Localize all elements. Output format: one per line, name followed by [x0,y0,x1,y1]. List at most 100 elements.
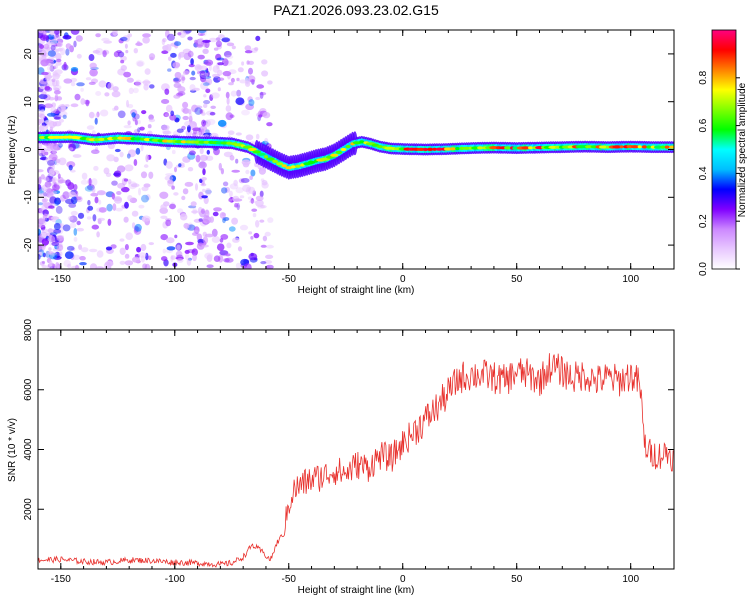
speckle [114,105,119,111]
speckle [206,264,214,269]
snr-plot-area [38,330,674,569]
ridge-core [39,135,46,140]
speckle [211,236,221,243]
speckle [261,182,269,189]
speckle [38,245,43,253]
speckle [84,185,94,192]
figure-title: PAZ1.2026.093.23.02.G15 [273,2,439,18]
speckle [171,149,176,155]
speckle [148,53,156,61]
speckle [41,228,49,233]
speckle [176,258,184,263]
speckle [166,246,176,251]
speckle [74,190,79,197]
speckle [38,184,42,190]
speckle [51,38,58,46]
speckle [98,207,107,213]
speckle [47,228,54,233]
speckle [162,128,170,136]
speckle [96,190,106,196]
speckle [99,109,109,117]
speckle [193,105,203,109]
speckle [54,263,60,269]
speckle [59,194,66,202]
speckle [173,77,181,83]
speckle [176,92,184,97]
speckle [267,217,274,223]
speckle [63,78,73,84]
ridge-core [295,164,301,168]
ridge-core [660,145,666,149]
ridge-core [359,140,365,144]
speckle [164,113,170,117]
speckle [174,71,182,79]
speckle [94,196,99,204]
speckle [164,175,174,181]
speckle [39,49,47,57]
speckle [63,61,67,70]
speckle [54,197,62,205]
speckle [87,205,94,211]
speckle [58,251,63,257]
speckle [51,78,56,83]
speckle [231,45,236,50]
speckle [50,150,57,155]
speckle [189,76,196,81]
speckle [165,44,172,52]
speckle [181,195,186,201]
spectrogram-ylabel: Frequency (Hz) [7,116,18,185]
speckle [128,181,138,190]
speckle [191,210,199,214]
speckle [72,254,81,260]
speckle [52,84,62,90]
speckle [148,171,154,179]
colorbar-tick-label: 0.6 [698,118,709,132]
speckle [208,37,218,43]
speckle [226,42,235,47]
speckle [184,120,193,127]
speckle [180,213,188,221]
speckle [240,178,250,183]
speckle [161,99,170,104]
y-tick-label: 0 [23,146,34,152]
y-tick-label: 6000 [23,378,34,401]
speckle [259,92,267,96]
speckle [215,37,221,41]
speckle [119,238,125,242]
y-tick-label: -20 [23,237,34,252]
speckle [246,60,250,65]
speckle [260,261,267,265]
speckle [199,70,206,74]
speckle [41,198,49,203]
speckle [43,77,47,82]
speckle [265,244,274,249]
speckle [244,45,252,51]
y-tick-label: 2000 [23,498,34,521]
speckle [126,153,131,159]
speckle [52,228,56,234]
speckle [199,220,208,227]
speckle [182,115,189,121]
speckle [65,198,74,204]
speckle [137,119,141,125]
speckle [38,202,43,206]
speckle [144,263,151,269]
ridge-core [111,136,120,140]
speckle [213,255,221,262]
speckle [235,262,241,269]
speckle [38,58,42,65]
speckle [58,110,68,118]
ridge-core [432,147,437,151]
speckle [188,112,193,121]
speckle [44,85,51,91]
speckle [80,87,84,92]
speckle [44,181,52,188]
speckle [217,87,221,92]
speckle [166,237,175,244]
speckle [40,34,49,41]
ridge-core [98,137,106,141]
speckle [68,147,74,151]
speckle [53,90,61,95]
speckle [261,70,269,77]
